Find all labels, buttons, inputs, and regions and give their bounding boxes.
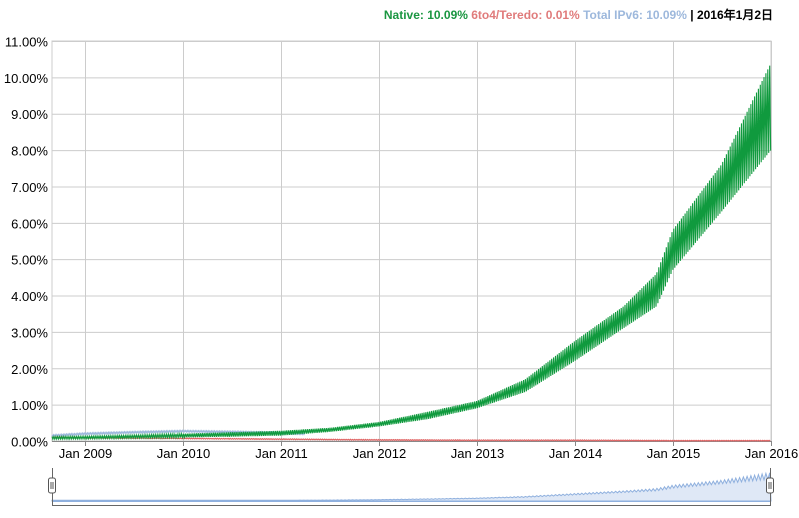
range-navigator[interactable] [48,468,774,506]
navigator-right-handle-body[interactable] [766,477,774,494]
x-tick-label: Jan 2014 [549,446,603,461]
y-tick-label: 3.00% [11,325,48,340]
navigator-right-handle[interactable] [766,477,774,494]
y-tick-label: 2.00% [11,362,48,377]
y-tick-label: 11.00% [5,35,49,50]
x-tick-label: Jan 2012 [353,446,407,461]
y-tick-label: 8.00% [11,144,48,159]
x-tick-label: Jan 2009 [59,446,113,461]
y-tick-label: 5.00% [11,253,48,268]
y-tick-label: 1.00% [11,398,48,413]
legend-date: 2016年1月2日 [696,8,773,22]
series-6to4-teredo-line [51,436,771,442]
y-tick-label: 9.00% [11,107,48,122]
y-tick-label: 7.00% [11,180,48,195]
legend-6to4-teredo: 6to4/Teredo: 0.01% [471,8,580,22]
navigator-left-handle[interactable] [48,477,56,494]
y-tick-label: 4.00% [11,289,48,304]
legend-total-ipv6: Total IPv6: 10.09% [583,8,687,22]
y-tick-label: 6.00% [11,216,48,231]
chart-legend: Native: 10.09% 6to4/Teredo: 0.01% Total … [384,8,773,22]
y-tick-label: 0.00% [11,435,48,450]
navigator-left-handle-body[interactable] [48,477,56,494]
x-tick-label: Jan 2016 [745,446,799,461]
x-tick-label: Jan 2011 [255,446,308,461]
x-tick-label: Jan 2010 [157,446,211,461]
legend-native: Native: 10.09% [383,8,468,22]
grid-lines [51,40,772,442]
series-native-line [51,65,772,441]
y-axis: 0.00% 1.00% 2.00% 3.00% 4.00% 5.00% 6.00% 7.00%… [4,35,49,450]
y-tick-label: 10.00% [4,71,49,86]
series-group [51,65,772,442]
x-tick-label: Jan 2015 [647,446,701,461]
plot-border [51,40,772,442]
navigator-area [51,471,772,502]
x-axis: Jan 2009 Jan 2010 Jan 2011 Jan 2012 Jan 2013… [52,441,798,461]
x-tick-label: Jan 2013 [451,446,505,461]
legend-separator: | [690,8,694,22]
